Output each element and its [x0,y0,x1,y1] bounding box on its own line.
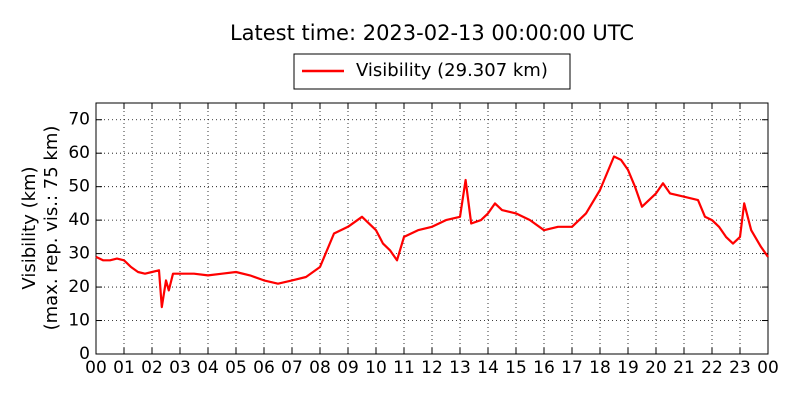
chart-title: Latest time: 2023-02-13 00:00:00 UTC [230,21,634,45]
x-tick-label: 06 [253,358,275,378]
x-tick-label: 09 [337,358,359,378]
x-tick-label: 17 [561,358,583,378]
y-tick-label: 20 [68,277,90,297]
x-tick-label: 22 [701,358,723,378]
y-tick-label: 0 [79,344,90,364]
legend-label: Visibility (29.307 km) [356,60,548,81]
y-tick-label: 70 [68,110,90,130]
plot-frame [95,102,769,355]
x-tick-label: 01 [113,358,135,378]
x-tick-label: 19 [617,358,639,378]
data-line [95,155,769,309]
x-tick-label: 14 [477,358,499,378]
x-tick-label: 12 [421,358,443,378]
x-tick-label: 15 [505,358,527,378]
x-tick-label: 04 [197,358,219,378]
y-tick-label: 60 [68,143,90,163]
y-axis-label: Visibility (km) [19,166,40,289]
x-tick-label: 10 [365,358,387,378]
y-axis-label: (max. rep. vis.: 75 km) [41,126,62,331]
x-tick-label: 13 [449,358,471,378]
x-tick-label: 05 [225,358,247,378]
x-tick-label: 08 [309,358,331,378]
x-tick-label: 21 [673,358,695,378]
x-tick-label: 23 [729,358,751,378]
x-tick-label: 16 [533,358,555,378]
x-tick-label: 00 [85,358,107,378]
y-tick-label: 30 [68,244,90,264]
y-tick-label: 40 [68,210,90,230]
x-tick-label: 03 [169,358,191,378]
y-tick-label: 10 [68,311,90,331]
x-tick-label: 20 [645,358,667,378]
x-tick-label: 11 [393,358,415,378]
x-tick-label: 00 [757,358,779,378]
y-tick-label: 50 [68,177,90,197]
x-tick-label: 18 [589,358,611,378]
x-tick-label: 07 [281,358,303,378]
x-tick-label: 02 [141,358,163,378]
